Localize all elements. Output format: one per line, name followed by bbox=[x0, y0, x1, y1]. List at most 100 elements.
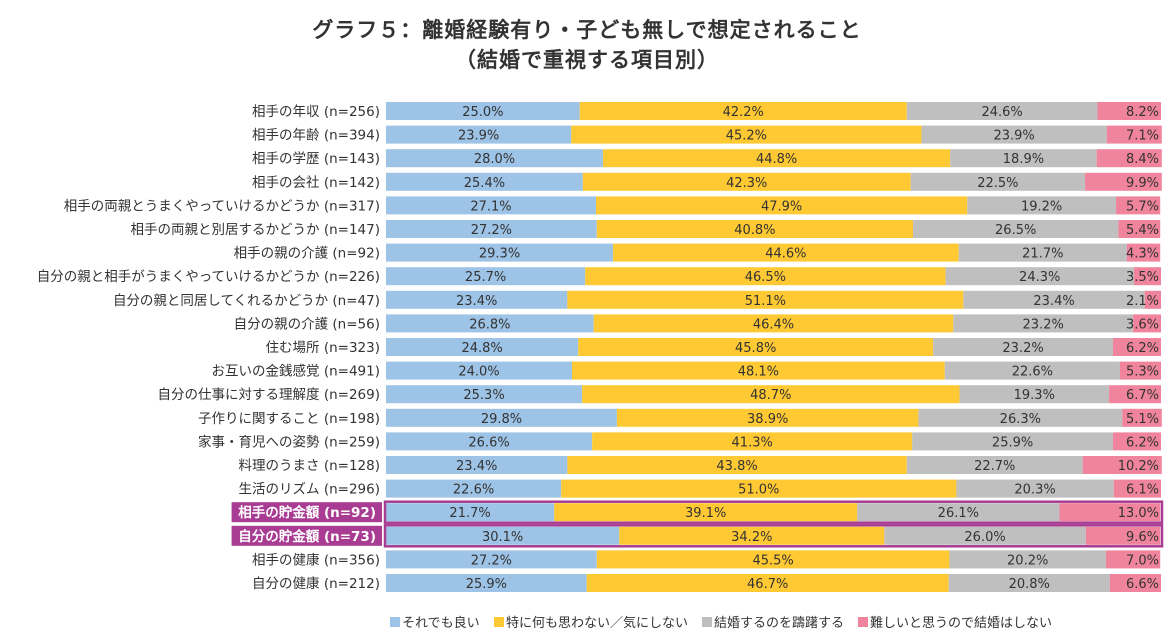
bar-segment bbox=[386, 243, 614, 262]
data-label: 24.6% bbox=[981, 105, 1022, 120]
legend-entry: 難しいと思うので結婚はしない bbox=[870, 616, 1052, 631]
data-label: 20.2% bbox=[1007, 553, 1048, 568]
bar-segment bbox=[386, 338, 579, 356]
bar-segment bbox=[386, 125, 572, 144]
data-label: 8.2% bbox=[1126, 105, 1159, 120]
bar-segment bbox=[386, 550, 597, 569]
data-label: 6.6% bbox=[1126, 577, 1159, 592]
bar-segment bbox=[386, 503, 555, 522]
bar-segment bbox=[949, 550, 1106, 569]
bar-segment bbox=[1122, 408, 1162, 427]
category-label: お互いの金銭感覚 (n=491) bbox=[212, 363, 380, 380]
bar-segment bbox=[1105, 550, 1161, 569]
data-label: 24.0% bbox=[458, 365, 499, 380]
data-label: 25.4% bbox=[464, 176, 505, 191]
legend-entry: 特に何も思わない／気にしない bbox=[506, 615, 688, 631]
highlight-label-bg bbox=[231, 525, 382, 546]
category-label: 自分の仕事に対する理解度 (n=269) bbox=[158, 387, 380, 403]
data-label: 5.3% bbox=[1126, 365, 1159, 380]
data-label: 45.2% bbox=[726, 129, 767, 144]
data-label: 51.0% bbox=[738, 483, 779, 498]
data-label: 6.2% bbox=[1126, 435, 1159, 450]
data-label: 23.9% bbox=[993, 129, 1034, 144]
data-label: 46.4% bbox=[753, 317, 794, 332]
data-label: 19.3% bbox=[1014, 388, 1055, 403]
bar-segment bbox=[572, 361, 945, 380]
bar-segment bbox=[593, 314, 954, 333]
data-label: 26.3% bbox=[1000, 412, 1041, 427]
data-label: 4.3% bbox=[1126, 247, 1159, 262]
bar-segment bbox=[596, 220, 913, 238]
data-label: 13.0% bbox=[1118, 506, 1159, 521]
bar-segment bbox=[1109, 385, 1161, 404]
bar-segment bbox=[1118, 220, 1161, 238]
legend-swatch bbox=[702, 617, 712, 627]
bar-segment bbox=[1133, 267, 1161, 286]
bar-segment bbox=[1144, 290, 1161, 309]
category-label: 相手の両親とうまくやっていけるかどうか (n=317) bbox=[64, 198, 380, 214]
data-label: 23.2% bbox=[1002, 341, 1043, 356]
bar-segment bbox=[619, 526, 885, 545]
bar-segment bbox=[596, 196, 968, 215]
legend-entry: 結婚するのを躊躇する bbox=[714, 616, 844, 631]
bar-segment bbox=[1096, 149, 1162, 168]
bar-segment bbox=[578, 338, 934, 356]
category-label: 相手の学歴 (n=143) bbox=[252, 151, 380, 167]
data-label: 24.8% bbox=[461, 341, 502, 356]
bar-segment bbox=[918, 408, 1123, 427]
data-label: 25.9% bbox=[992, 435, 1033, 450]
bar-segment bbox=[567, 456, 907, 474]
bar-segment bbox=[912, 432, 1113, 451]
data-label: 34.2% bbox=[731, 530, 772, 545]
data-label: 23.4% bbox=[1033, 294, 1074, 309]
data-label: 29.3% bbox=[479, 247, 520, 262]
bar-segment bbox=[386, 290, 568, 309]
data-label: 46.5% bbox=[745, 270, 786, 285]
bar-segment bbox=[386, 526, 620, 545]
category-label: 相手の両親と別居するかどうか (n=147) bbox=[131, 222, 380, 238]
bar-segment bbox=[945, 267, 1134, 286]
bar-segment bbox=[933, 338, 1113, 356]
bar-segment bbox=[579, 102, 907, 120]
data-label: 47.9% bbox=[761, 199, 802, 214]
bar-segment bbox=[1085, 172, 1162, 191]
category-label: 相手の親の介護 (n=92) bbox=[234, 246, 380, 262]
bar-segment bbox=[582, 385, 960, 404]
data-label: 26.1% bbox=[938, 506, 979, 521]
data-label: 23.4% bbox=[456, 459, 497, 474]
bar-segment bbox=[571, 125, 922, 144]
bar-segment bbox=[1085, 526, 1161, 545]
category-label: 生活のリズム (n=296) bbox=[239, 482, 380, 498]
category-label: 自分の貯金額 (n=73) bbox=[238, 528, 376, 545]
data-label: 8.4% bbox=[1126, 152, 1159, 167]
category-label: 料理のうまさ (n=128) bbox=[239, 458, 380, 474]
legend-entry: それでも良い bbox=[402, 615, 480, 631]
data-label: 6.2% bbox=[1126, 341, 1159, 356]
category-label: 家事・育児への姿勢 (n=259) bbox=[198, 433, 380, 450]
bar-segment bbox=[944, 361, 1120, 380]
bar-segment bbox=[906, 456, 1083, 474]
data-label: 3.5% bbox=[1126, 270, 1159, 285]
legend-swatch bbox=[494, 617, 504, 627]
category-label: 相手の健康 (n=356) bbox=[252, 551, 380, 568]
bar-segment bbox=[948, 574, 1110, 592]
data-label: 40.8% bbox=[734, 223, 775, 238]
bar-segment bbox=[1082, 456, 1162, 474]
bar-segment bbox=[582, 172, 911, 191]
data-label: 5.4% bbox=[1126, 223, 1159, 238]
bar-segment bbox=[1097, 102, 1161, 120]
bar-segment bbox=[567, 290, 964, 309]
data-label: 10.2% bbox=[1118, 459, 1159, 474]
bar-segment bbox=[906, 102, 1098, 120]
data-label: 22.5% bbox=[977, 176, 1018, 191]
data-label: 38.9% bbox=[747, 412, 788, 427]
bar-segment bbox=[613, 243, 959, 262]
data-label: 24.3% bbox=[1019, 270, 1060, 285]
data-label: 39.1% bbox=[685, 506, 726, 521]
bar-segment bbox=[1109, 574, 1161, 592]
data-label: 25.3% bbox=[463, 388, 504, 403]
data-label: 30.1% bbox=[482, 530, 523, 545]
data-label: 6.7% bbox=[1126, 388, 1159, 403]
data-label: 26.5% bbox=[995, 223, 1036, 238]
